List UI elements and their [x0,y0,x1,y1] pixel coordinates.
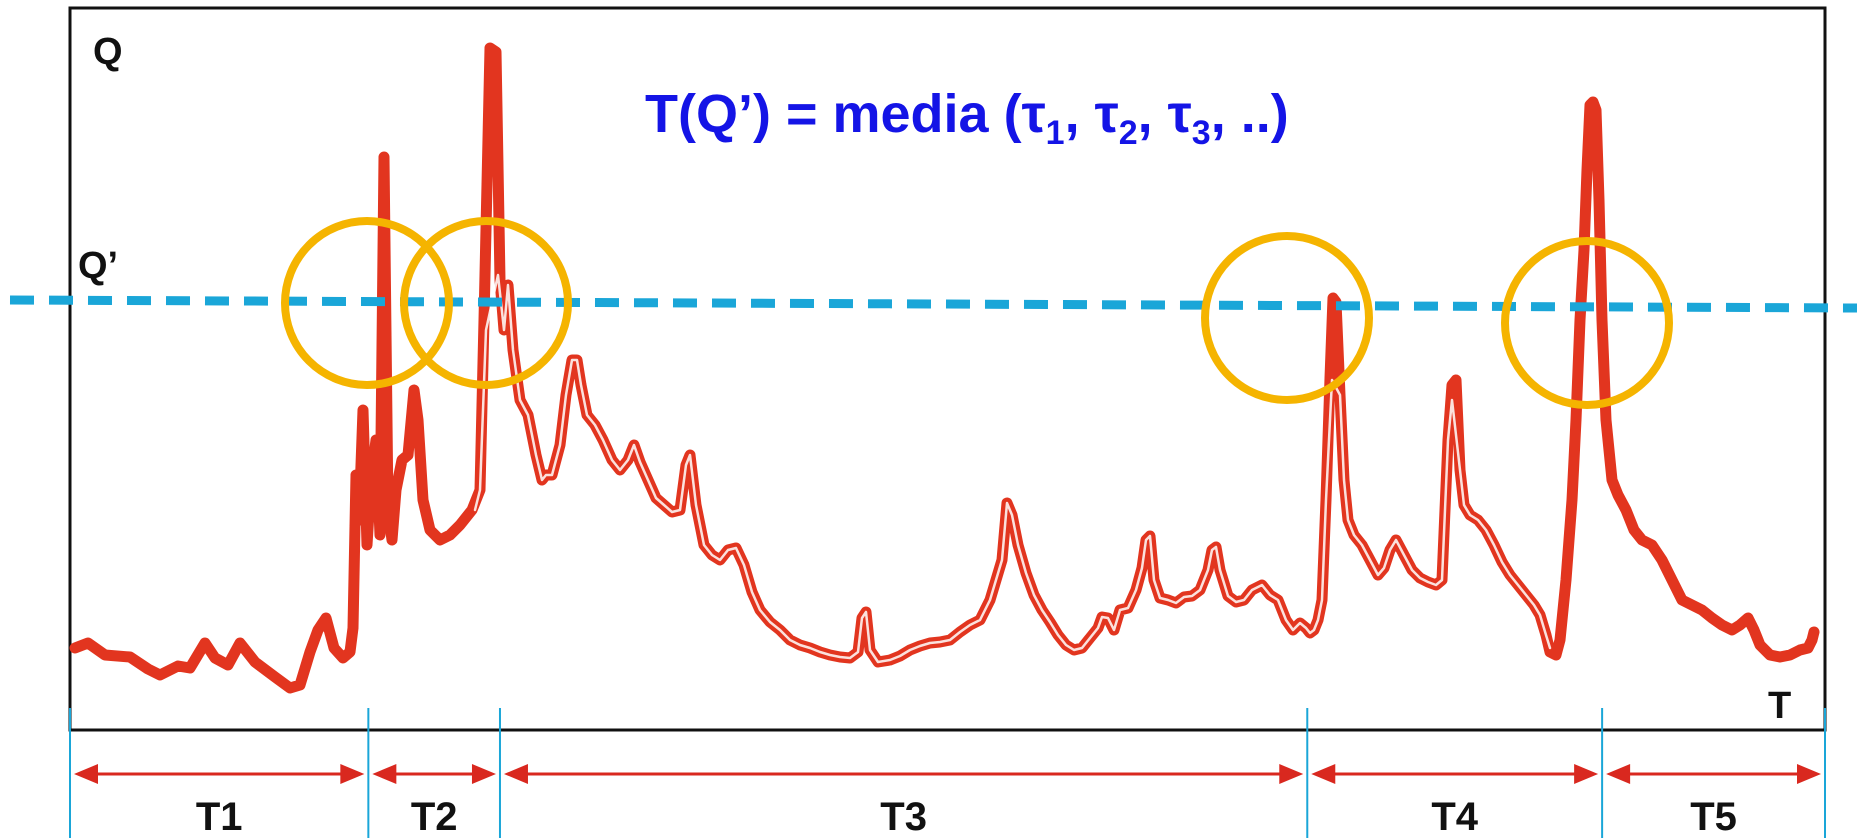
interval-arrowhead-left [1311,764,1336,784]
interval-t2: T2 [372,764,496,838]
y-axis-label: Q [93,31,123,73]
tau-2: τ [1095,84,1119,144]
interval-label: T3 [880,795,927,838]
crossing-circle-1 [281,217,453,389]
interval-arrowhead-right [1279,764,1304,784]
interval-t3: T3 [503,764,1304,838]
interval-label: T5 [1690,795,1737,838]
interval-arrowhead-left [1606,764,1631,784]
interval-t1: T1 [74,764,365,838]
interval-arrowhead-left [503,764,528,784]
formula-prefix: T(Q’) = media ( [645,84,1022,144]
threshold-label: Q’ [78,245,118,287]
interval-label: T4 [1431,795,1478,838]
interval-label: T1 [196,795,243,838]
interval-markers: T1 T2 T3 T4 T5 [69,708,1826,838]
tau-1: τ [1022,84,1046,144]
interval-arrowhead-right [1797,764,1821,784]
formula-suffix: , ..) [1211,84,1289,144]
crossing-circle-3 [1201,232,1373,404]
interval-arrowhead-left [74,764,98,784]
tau-1-subscript: 1 [1046,114,1065,152]
interval-arrowhead-right [471,764,496,784]
interval-label: T2 [411,795,458,838]
interval-t4: T4 [1311,764,1599,838]
threshold-line [9,295,1857,313]
discharge-hydrograph [69,42,1820,694]
crossing-circle-2 [400,217,572,389]
interval-arrowhead-right [1574,764,1599,784]
plot-frame [68,6,1827,732]
tau-3-subscript: 3 [1192,114,1211,152]
interval-t5: T5 [1606,764,1821,838]
crossing-circle-4 [1501,237,1673,409]
interval-arrowhead-right [340,764,365,784]
crossing-circles [281,217,1673,409]
x-axis-label: T [1768,685,1791,727]
formula-separator-1: , [1065,84,1095,144]
mean-duration-formula: T(Q’) = media (τ1, τ2, τ3, ..) [645,84,1289,152]
formula-separator-2: , [1138,84,1168,144]
tau-2-subscript: 2 [1119,114,1138,152]
tau-3: τ [1168,84,1192,144]
interval-arrowhead-left [372,764,397,784]
